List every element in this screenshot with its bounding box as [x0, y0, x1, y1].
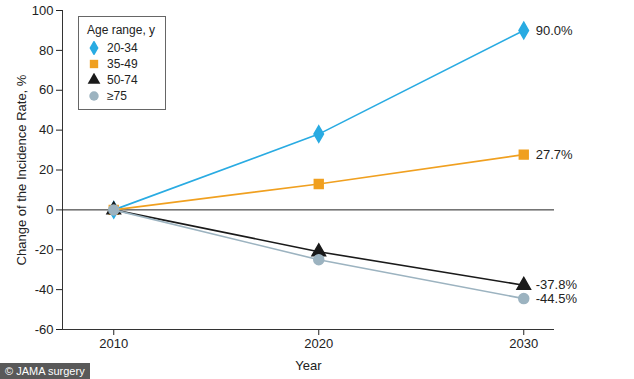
- svg-text:60: 60: [39, 82, 53, 97]
- svg-text:2030: 2030: [509, 336, 538, 351]
- html-text:© JAMA surgery: © JAMA surgery: [5, 365, 85, 377]
- svg-text:2020: 2020: [304, 336, 333, 351]
- svg-text:-20: -20: [35, 242, 54, 257]
- html-text:Age range, y: Age range, y: [87, 23, 155, 37]
- html-text:35-49: 35-49: [107, 57, 138, 71]
- html-text:20-34: 20-34: [107, 41, 138, 55]
- svg-text:20: 20: [39, 162, 53, 177]
- svg-text:Change of the Incidence Rate,: Change of the Incidence Rate, %: [14, 74, 29, 265]
- svg-text:-60: -60: [35, 322, 54, 337]
- svg-text:2010: 2010: [99, 336, 128, 351]
- svg-text:-44.5%: -44.5%: [536, 291, 578, 306]
- svg-text:100: 100: [32, 3, 54, 18]
- svg-text:-40: -40: [35, 282, 54, 297]
- svg-text:90.0%: 90.0%: [536, 23, 573, 38]
- svg-text:0: 0: [46, 202, 53, 217]
- svg-text:-37.8%: -37.8%: [535, 277, 577, 293]
- html-text:≥75: ≥75: [107, 89, 127, 103]
- svg-text:Year: Year: [295, 358, 322, 373]
- html-text:50-74: 50-74: [107, 73, 138, 87]
- svg-text:40: 40: [39, 122, 53, 137]
- svg-text:80: 80: [39, 43, 53, 58]
- svg-text:27.7%: 27.7%: [536, 147, 573, 162]
